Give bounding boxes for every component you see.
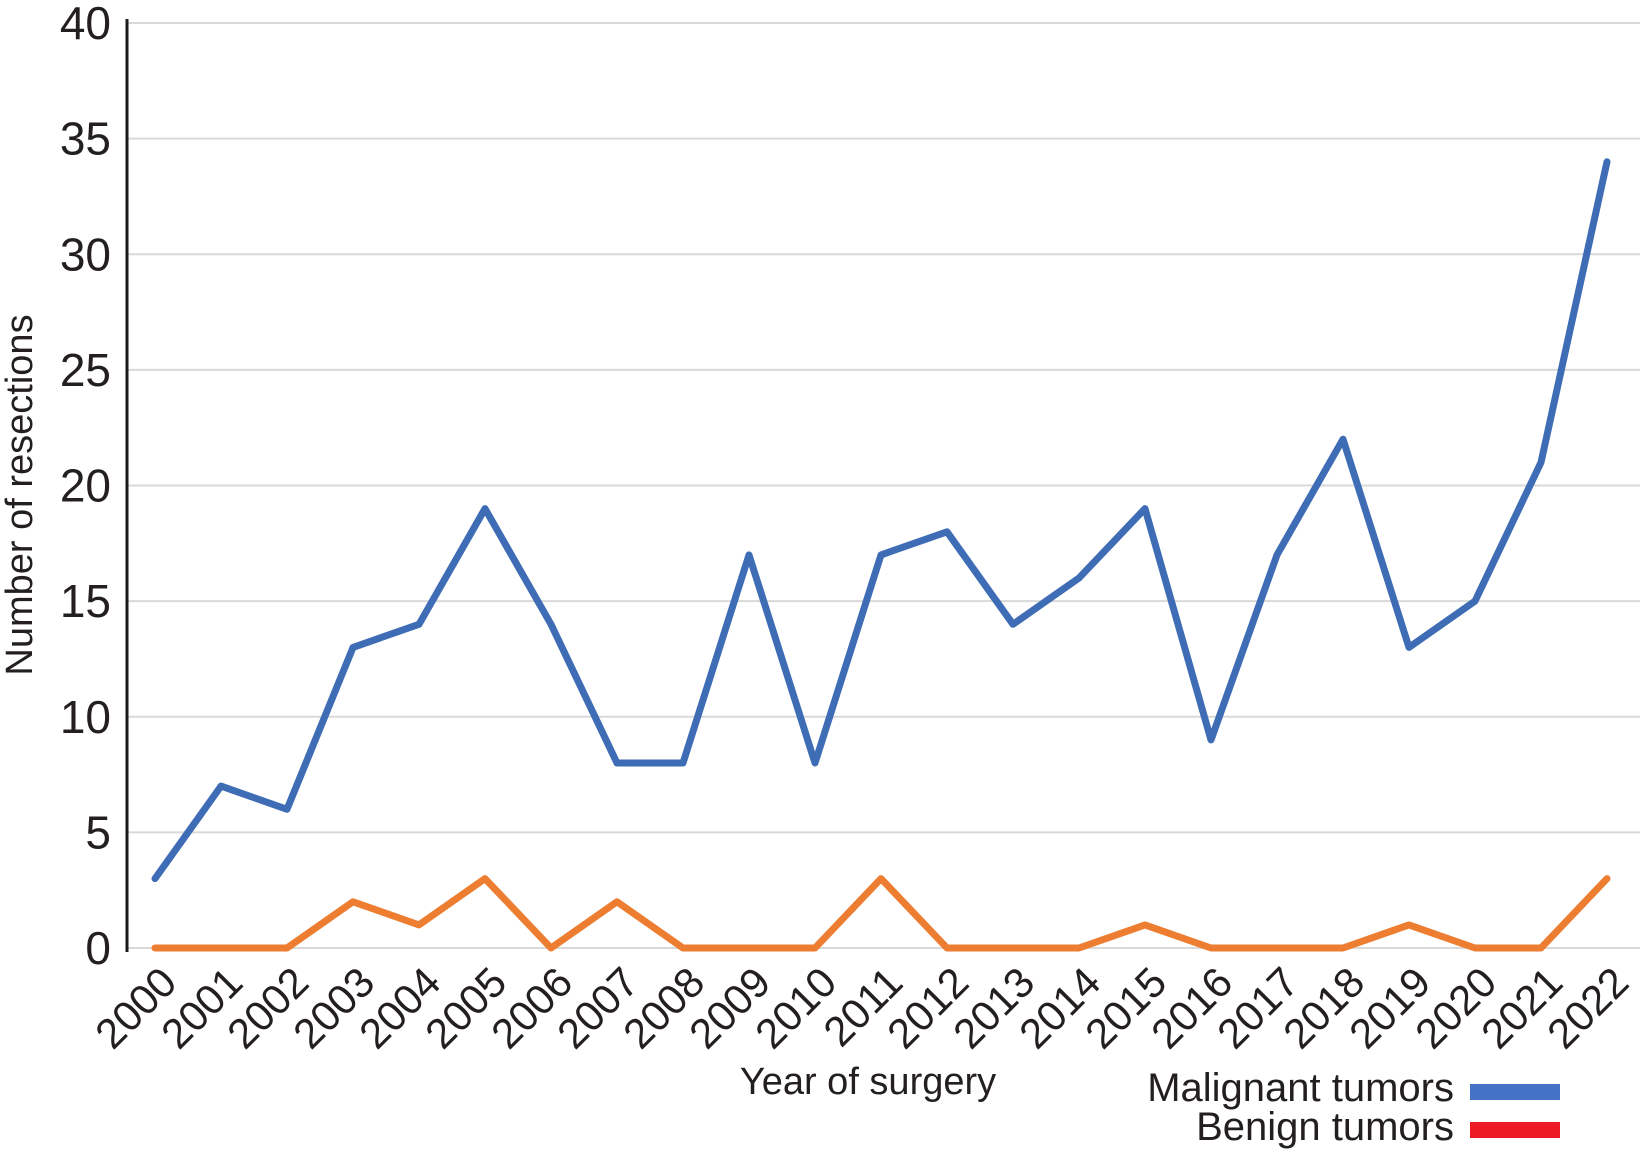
legend-label-benign-tumors: Benign tumors	[1196, 1105, 1454, 1149]
legend-swatch-malignant-tumors	[1470, 1084, 1560, 1100]
series-line-malignant-tumors	[151, 158, 1611, 883]
y-tick-label-5: 5	[85, 806, 111, 858]
y-tick-label-40: 40	[60, 0, 111, 49]
y-tick-label-35: 35	[60, 113, 111, 165]
y-axis-tick-labels: 0 5 10 15 20 25 30 35 40	[60, 0, 111, 974]
y-axis-title: Number of resections	[0, 314, 41, 675]
series-lines	[151, 158, 1611, 952]
x-axis-tick-labels: 2000200120022003200420052006200720082009…	[86, 958, 1637, 1057]
y-tick-label-25: 25	[60, 344, 111, 396]
legend: Malignant tumors Benign tumors	[1147, 1066, 1560, 1149]
y-tick-label-30: 30	[60, 228, 111, 280]
y-tick-label-10: 10	[60, 691, 111, 743]
x-axis-title: Year of surgery	[740, 1061, 996, 1103]
gridlines	[127, 22, 1640, 949]
y-tick-label-0: 0	[85, 922, 111, 974]
series-line-benign-tumors	[151, 875, 1611, 952]
legend-swatch-benign-tumors	[1470, 1122, 1560, 1138]
legend-label-malignant-tumors: Malignant tumors	[1147, 1066, 1454, 1110]
y-tick-label-20: 20	[60, 460, 111, 512]
y-tick-label-15: 15	[60, 575, 111, 627]
